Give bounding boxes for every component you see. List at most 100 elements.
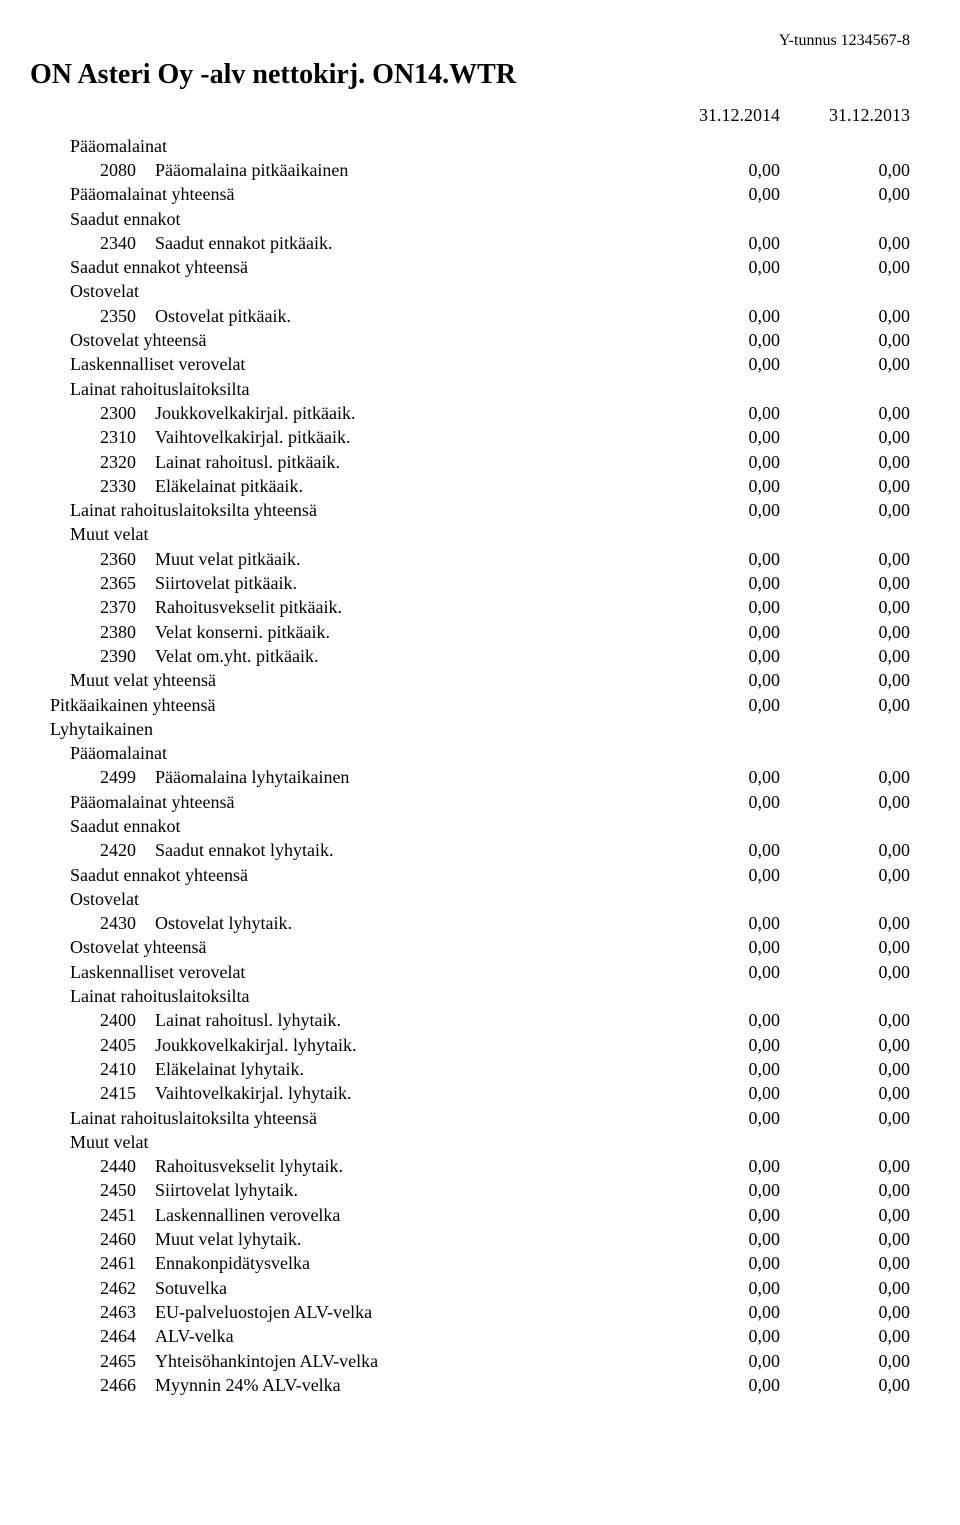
- value-col-2: 0,00: [780, 182, 910, 206]
- value-col-1: 0,00: [650, 1081, 780, 1105]
- report-line: Muut velat: [30, 522, 910, 546]
- account-label: Velat om.yht. pitkäaik.: [155, 644, 650, 668]
- account-code: 2350: [100, 304, 155, 328]
- value-col-1: 0,00: [650, 1178, 780, 1202]
- value-col-1: 0,00: [650, 547, 780, 571]
- value-col-2: 0,00: [780, 765, 910, 789]
- value-col-2: 0,00: [780, 1276, 910, 1300]
- value-col-2: 0,00: [780, 328, 910, 352]
- account-code: 2300: [100, 401, 155, 425]
- account-label: Saadut ennakot lyhytaik.: [155, 838, 650, 862]
- account-label: Laskennalliset verovelat: [70, 352, 650, 376]
- account-label: Lainat rahoitusl. lyhytaik.: [155, 1008, 650, 1032]
- value-col-1: 0,00: [650, 911, 780, 935]
- account-label: Laskennallinen verovelka: [155, 1203, 650, 1227]
- report-line: Lainat rahoituslaitoksilta yhteensä0,000…: [30, 1106, 910, 1130]
- report-line: 2463EU-palveluostojen ALV-velka0,000,00: [30, 1300, 910, 1324]
- value-col-2: 0,00: [780, 255, 910, 279]
- value-col-2: 0,00: [780, 1349, 910, 1373]
- account-code: 2390: [100, 644, 155, 668]
- value-col-1: 0,00: [650, 1251, 780, 1275]
- account-label: Ostovelat yhteensä: [70, 328, 650, 352]
- report-line: 2461Ennakonpidätysvelka0,000,00: [30, 1251, 910, 1275]
- report-line: 2320Lainat rahoitusl. pitkäaik.0,000,00: [30, 450, 910, 474]
- report-line: Muut velat: [30, 1130, 910, 1154]
- report-line: 2330Eläkelainat pitkäaik.0,000,00: [30, 474, 910, 498]
- report-line: 2080Pääomalaina pitkäaikainen0,000,00: [30, 158, 910, 182]
- account-label: Joukkovelkakirjal. pitkäaik.: [155, 401, 650, 425]
- account-code: 2340: [100, 231, 155, 255]
- account-label: Lainat rahoituslaitoksilta yhteensä: [70, 498, 650, 522]
- report-line: 2310Vaihtovelkakirjal. pitkäaik.0,000,00: [30, 425, 910, 449]
- report-line: Saadut ennakot yhteensä0,000,00: [30, 255, 910, 279]
- report-line: Laskennalliset verovelat0,000,00: [30, 352, 910, 376]
- value-col-1: 0,00: [650, 1154, 780, 1178]
- value-col-2: 0,00: [780, 401, 910, 425]
- value-col-2: 0,00: [780, 1008, 910, 1032]
- report-line: Lyhytaikainen: [30, 717, 910, 741]
- value-col-2: 0,00: [780, 1081, 910, 1105]
- value-col-2: 0,00: [780, 571, 910, 595]
- account-label: Muut velat: [70, 522, 650, 546]
- report-line: 2462Sotuvelka0,000,00: [30, 1276, 910, 1300]
- value-col-2: 0,00: [780, 1300, 910, 1324]
- account-label: Muut velat lyhytaik.: [155, 1227, 650, 1251]
- value-col-1: 0,00: [650, 668, 780, 692]
- account-code: 2400: [100, 1008, 155, 1032]
- value-col-1: 0,00: [650, 182, 780, 206]
- value-col-2: 0,00: [780, 911, 910, 935]
- account-label: Ostovelat yhteensä: [70, 935, 650, 959]
- account-label: Siirtovelat lyhytaik.: [155, 1178, 650, 1202]
- account-code: 2451: [100, 1203, 155, 1227]
- value-col-1: 0,00: [650, 1203, 780, 1227]
- report-line: 2499Pääomalaina lyhytaikainen0,000,00: [30, 765, 910, 789]
- account-label: Velat konserni. pitkäaik.: [155, 620, 650, 644]
- value-col-2: 0,00: [780, 1057, 910, 1081]
- account-label: Muut velat pitkäaik.: [155, 547, 650, 571]
- report-line: 2451Laskennallinen verovelka0,000,00: [30, 1203, 910, 1227]
- account-label: ALV-velka: [155, 1324, 650, 1348]
- report-body: Pääomalainat2080Pääomalaina pitkäaikaine…: [30, 134, 910, 1397]
- value-col-1: 0,00: [650, 474, 780, 498]
- report-line: 2415Vaihtovelkakirjal. lyhytaik.0,000,00: [30, 1081, 910, 1105]
- account-label: Ostovelat pitkäaik.: [155, 304, 650, 328]
- account-label: Ennakonpidätysvelka: [155, 1251, 650, 1275]
- account-code: 2365: [100, 571, 155, 595]
- value-col-2: 0,00: [780, 1251, 910, 1275]
- value-col-1: 0,00: [650, 1324, 780, 1348]
- account-code: 2462: [100, 1276, 155, 1300]
- value-col-2: 0,00: [780, 620, 910, 644]
- account-label: Siirtovelat pitkäaik.: [155, 571, 650, 595]
- account-label: EU-palveluostojen ALV-velka: [155, 1300, 650, 1324]
- value-col-1: 0,00: [650, 790, 780, 814]
- account-label: Lainat rahoituslaitoksilta: [70, 377, 650, 401]
- account-label: Eläkelainat lyhytaik.: [155, 1057, 650, 1081]
- account-code: 2410: [100, 1057, 155, 1081]
- value-col-1: 0,00: [650, 620, 780, 644]
- date-col-1: 31.12.2014: [650, 103, 780, 127]
- report-line: 2300Joukkovelkakirjal. pitkäaik.0,000,00: [30, 401, 910, 425]
- value-col-2: 0,00: [780, 668, 910, 692]
- report-line: Pääomalainat: [30, 134, 910, 158]
- report-line: 2340Saadut ennakot pitkäaik.0,000,00: [30, 231, 910, 255]
- value-col-2: 0,00: [780, 1324, 910, 1348]
- report-line: 2465Yhteisöhankintojen ALV-velka0,000,00: [30, 1349, 910, 1373]
- account-code: 2463: [100, 1300, 155, 1324]
- report-line: Ostovelat: [30, 887, 910, 911]
- value-col-2: 0,00: [780, 1154, 910, 1178]
- account-label: Rahoitusvekselit lyhytaik.: [155, 1154, 650, 1178]
- account-code: 2460: [100, 1227, 155, 1251]
- value-col-2: 0,00: [780, 838, 910, 862]
- value-col-1: 0,00: [650, 1349, 780, 1373]
- report-line: Saadut ennakot yhteensä0,000,00: [30, 863, 910, 887]
- report-line: Saadut ennakot: [30, 207, 910, 231]
- account-label: Muut velat yhteensä: [70, 668, 650, 692]
- account-label: Lyhytaikainen: [50, 717, 650, 741]
- account-code: 2499: [100, 765, 155, 789]
- page-title: ON Asteri Oy -alv nettokirj. ON14.WTR: [30, 56, 910, 94]
- account-label: Saadut ennakot pitkäaik.: [155, 231, 650, 255]
- account-label: Pääomalainat: [70, 741, 650, 765]
- report-line: Pääomalainat yhteensä0,000,00: [30, 182, 910, 206]
- account-code: 2370: [100, 595, 155, 619]
- report-line: Ostovelat yhteensä0,000,00: [30, 328, 910, 352]
